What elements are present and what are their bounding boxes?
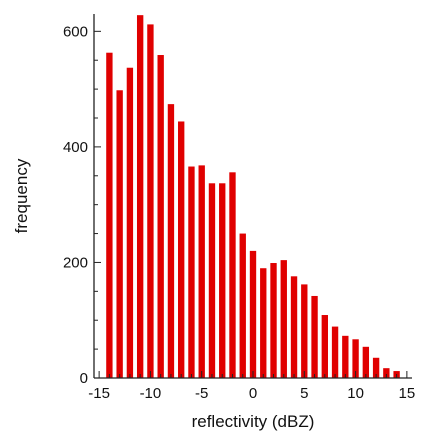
x-tick-label: 10 [347, 385, 364, 402]
bar [260, 268, 267, 378]
x-tick-label: -10 [140, 385, 162, 402]
bar [352, 339, 359, 378]
bar [208, 183, 216, 378]
bar [219, 183, 226, 378]
bar [372, 357, 380, 378]
y-tick-label: 0 [80, 370, 88, 387]
x-tick-label: 0 [249, 385, 257, 402]
bar [311, 295, 318, 378]
bars-group [106, 15, 400, 379]
bar [362, 346, 370, 378]
y-axis-ticks: 0 200 400 600 [63, 23, 101, 387]
bar [126, 67, 134, 378]
bar [116, 90, 123, 379]
bar [229, 172, 236, 378]
bar [239, 233, 246, 378]
bar [321, 315, 328, 378]
bar [342, 335, 349, 378]
y-tick-label: 600 [63, 23, 88, 40]
bar [136, 15, 144, 378]
bar [301, 284, 308, 378]
bar [290, 276, 298, 378]
x-tick-label: 15 [399, 385, 416, 402]
y-tick-label: 400 [63, 139, 88, 156]
bar [198, 165, 205, 378]
x-axis-ticks: -15 -10 -5 0 5 10 15 [88, 371, 415, 402]
y-tick-label: 200 [63, 254, 88, 271]
bar [106, 52, 113, 379]
bar [270, 263, 277, 378]
bar [249, 250, 257, 378]
x-tick-label: -5 [195, 385, 208, 402]
bar [331, 326, 339, 378]
bar [157, 55, 164, 379]
bar [147, 24, 154, 379]
bar [280, 260, 287, 378]
bar [178, 121, 185, 378]
x-axis-title: reflectivity (dBZ) [192, 412, 315, 431]
bar [188, 166, 195, 378]
y-axis-title: frequency [12, 158, 31, 233]
x-tick-label: -15 [88, 385, 110, 402]
x-tick-label: 5 [300, 385, 308, 402]
bar [167, 104, 175, 378]
bar [383, 368, 390, 378]
